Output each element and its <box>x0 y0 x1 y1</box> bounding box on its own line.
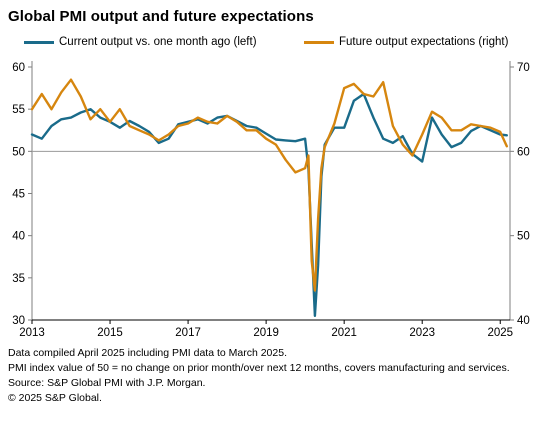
left-tick-label: 60 <box>12 62 25 74</box>
footnote-copyright: © 2025 S&P Global. <box>8 392 102 404</box>
legend-label-current-output: Current output vs. one month ago (left) <box>59 36 257 48</box>
left-tick-label: 45 <box>12 189 25 201</box>
footnotes: Data compiled April 2025 including PMI d… <box>8 346 510 406</box>
series-line-future-output <box>30 78 508 292</box>
left-tick-label: 35 <box>12 273 25 285</box>
series-line-current-output <box>30 92 508 317</box>
footnote-source: Source: S&P Global PMI with J.P. Morgan. <box>8 377 206 389</box>
legend-swatch-current-output <box>24 40 54 44</box>
x-tick-label: 2017 <box>175 327 201 339</box>
legend-item-future-output: Future output expectations (right) <box>304 36 508 48</box>
left-tick-label: 50 <box>12 146 25 158</box>
footnote-index-definition: PMI index value of 50 = no change on pri… <box>8 362 510 374</box>
left-tick-label: 40 <box>12 231 25 243</box>
right-tick-label: 40 <box>517 315 530 327</box>
x-tick-label: 2013 <box>19 327 45 339</box>
chart-title: Global PMI output and future expectation… <box>8 8 314 25</box>
legend-label-future-output: Future output expectations (right) <box>339 36 509 48</box>
right-tick-label: 50 <box>517 231 530 243</box>
x-tick-label: 2025 <box>487 327 513 339</box>
legend-swatch-future-output <box>304 40 334 44</box>
x-tick-label: 2019 <box>253 327 279 339</box>
footnote-data-compiled: Data compiled April 2025 including PMI d… <box>8 347 287 359</box>
x-tick-label: 2023 <box>409 327 435 339</box>
left-tick-label: 30 <box>12 315 25 327</box>
right-tick-label: 70 <box>517 62 530 74</box>
legend-item-current-output: Current output vs. one month ago (left) <box>24 36 257 48</box>
x-tick-label: 2015 <box>97 327 123 339</box>
x-tick-label: 2021 <box>331 327 357 339</box>
left-tick-label: 55 <box>12 104 25 116</box>
right-tick-label: 60 <box>517 146 530 158</box>
